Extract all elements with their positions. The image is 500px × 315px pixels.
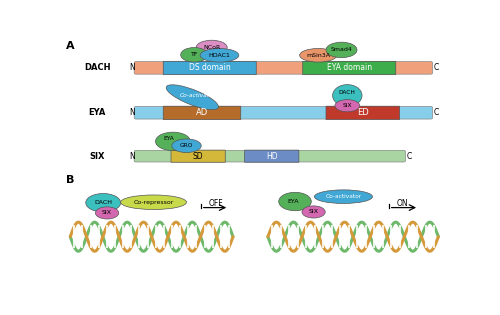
Text: SIX: SIX: [102, 210, 112, 215]
Ellipse shape: [335, 100, 359, 112]
Text: DACH: DACH: [94, 200, 112, 205]
Ellipse shape: [332, 85, 362, 106]
Text: SIX: SIX: [308, 209, 318, 215]
Text: AD: AD: [196, 108, 208, 117]
Ellipse shape: [326, 42, 357, 58]
Ellipse shape: [120, 195, 186, 209]
Text: SD: SD: [193, 152, 203, 161]
Text: DACH: DACH: [84, 63, 110, 72]
Text: mSin3A: mSin3A: [306, 53, 330, 58]
FancyBboxPatch shape: [171, 150, 225, 162]
Text: NCoR: NCoR: [203, 45, 220, 50]
Ellipse shape: [96, 207, 118, 219]
Text: HDAC1: HDAC1: [208, 53, 231, 58]
Text: C: C: [406, 152, 412, 161]
FancyBboxPatch shape: [134, 106, 432, 119]
Ellipse shape: [302, 206, 325, 218]
Text: OFF: OFF: [208, 199, 223, 209]
Text: SIX: SIX: [90, 152, 105, 161]
Ellipse shape: [180, 48, 208, 62]
Text: EYA: EYA: [288, 199, 299, 204]
Text: N: N: [130, 108, 135, 117]
Ellipse shape: [166, 85, 218, 110]
Text: EYA: EYA: [164, 136, 174, 141]
Text: EYA domain: EYA domain: [326, 64, 372, 72]
FancyBboxPatch shape: [134, 61, 432, 74]
Text: EYA: EYA: [88, 108, 106, 117]
Text: N: N: [130, 152, 135, 161]
Text: HD: HD: [266, 152, 278, 161]
FancyBboxPatch shape: [163, 106, 241, 119]
Text: N: N: [130, 63, 135, 72]
Text: Co-activator: Co-activator: [326, 194, 362, 199]
Ellipse shape: [172, 139, 201, 152]
Text: GRO: GRO: [180, 143, 193, 148]
Text: SIX: SIX: [342, 103, 352, 108]
Text: DS domain: DS domain: [189, 64, 230, 72]
FancyBboxPatch shape: [134, 150, 406, 162]
Ellipse shape: [278, 192, 312, 211]
Ellipse shape: [200, 49, 239, 62]
Text: Co-repressor: Co-repressor: [134, 200, 174, 205]
FancyBboxPatch shape: [326, 106, 400, 119]
Text: A: A: [66, 42, 75, 51]
Ellipse shape: [86, 193, 120, 212]
Text: Co-activator: Co-activator: [180, 93, 216, 98]
Text: ED: ED: [357, 108, 368, 117]
Text: C: C: [434, 108, 439, 117]
Ellipse shape: [196, 40, 227, 55]
FancyBboxPatch shape: [163, 61, 256, 75]
Text: C: C: [434, 63, 439, 72]
FancyBboxPatch shape: [303, 61, 396, 75]
Text: DACH: DACH: [338, 90, 355, 95]
Ellipse shape: [156, 132, 190, 151]
Text: Smad4: Smad4: [330, 48, 352, 52]
FancyBboxPatch shape: [244, 150, 299, 162]
Text: ON: ON: [396, 199, 408, 209]
Text: B: B: [66, 175, 75, 185]
Ellipse shape: [314, 190, 372, 203]
Ellipse shape: [300, 49, 337, 62]
Text: TF: TF: [190, 52, 198, 57]
